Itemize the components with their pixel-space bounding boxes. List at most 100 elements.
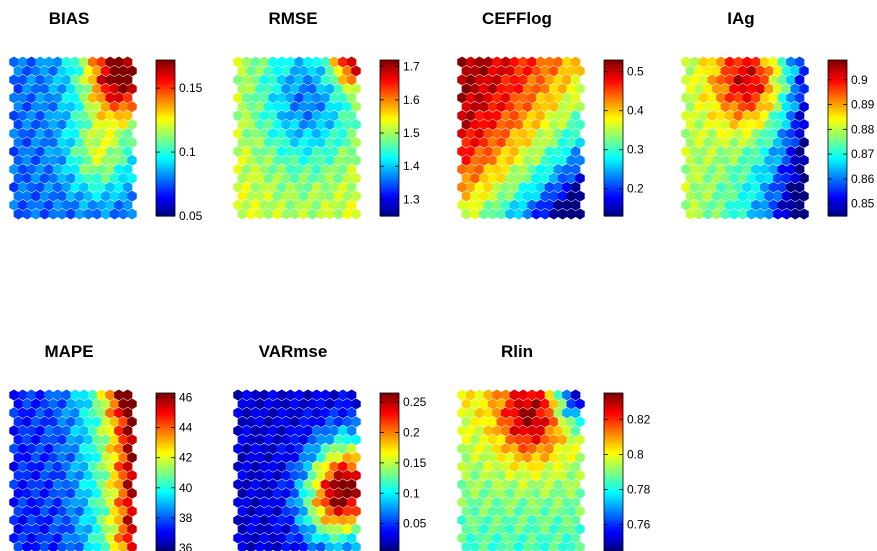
colorbar-segment [604,491,623,495]
heatmap-cell [272,452,283,464]
heatmap-cell [346,443,357,455]
heatmap-cell [276,407,287,419]
heatmap-cell [540,119,550,131]
heatmap-cell [13,398,24,410]
heatmap-cell [681,145,691,157]
heatmap-cell [738,119,748,131]
colorbar-segment [156,506,175,510]
heatmap-cell [562,181,572,193]
heatmap-cell [487,119,498,131]
heatmap-cell [303,199,313,211]
heatmap-cell [122,407,133,419]
heatmap-cell [250,199,261,211]
heatmap-cell [342,398,352,410]
heatmap-cell [316,470,326,481]
heatmap-cell [259,461,269,472]
heatmap-cell [66,505,76,517]
heatmap-cell [246,154,256,166]
heatmap-cell [474,110,485,122]
heatmap-cell [474,145,485,157]
colorbar-segment [156,111,175,115]
colorbar-segment [380,400,399,404]
heatmap-cell [557,523,568,535]
colorbar-segment [604,186,623,190]
colorbar-segment [156,108,175,112]
heatmap-cell [470,505,480,517]
colorbar-segment [828,164,847,168]
heatmap-cell [114,389,124,401]
heatmap-cell [96,496,107,508]
colorbar-segment [156,501,175,505]
colorbar-tick-label: 0.78 [627,483,651,497]
colorbar-segment [828,186,847,190]
heatmap-cell [303,532,313,544]
heatmap-cell [694,101,704,113]
heatmap-cell [48,505,59,517]
heatmap-cell [26,425,37,437]
heatmap-cell [294,443,304,455]
heatmap-cell [276,181,287,193]
heatmap-cell [61,163,72,175]
heatmap-cell [298,101,309,113]
heatmap-cell [263,434,274,446]
heatmap-cell [242,532,252,544]
heatmap-cell [39,172,50,184]
heatmap-cell [276,199,287,211]
heatmap-cell [57,398,67,410]
heatmap-cell [57,65,67,77]
colorbar-tick-label: 46 [179,391,193,405]
heatmap-cell [246,190,256,202]
heatmap-cell [316,137,326,148]
heatmap-cell [729,208,739,220]
heatmap-cell [70,92,80,104]
heatmap-cell [311,145,322,157]
heatmap-cell [22,137,32,148]
heatmap-cell [18,74,28,86]
heatmap-cell [333,208,344,220]
colorbar-segment [156,186,175,190]
heatmap-cell [233,163,243,175]
heatmap-cell [483,74,493,86]
heatmap-cell [79,181,89,193]
colorbar-segment [380,194,399,198]
heatmap-cell [720,101,731,113]
heatmap-cell [346,496,357,508]
colorbar-segment [604,412,623,416]
heatmap-cell [101,505,111,517]
heatmap-cell [562,128,572,139]
heatmap-cell [237,434,248,446]
heatmap-cell [9,496,19,508]
heatmap-cell [74,101,85,113]
colorbar-segment [156,140,175,144]
heatmap-cell [92,505,102,517]
heatmap-cell [105,532,115,544]
heatmap-cell [294,74,304,86]
heatmap-cell [246,65,256,77]
heatmap-cell [79,110,89,122]
heatmap-cell [92,101,102,113]
colorbar-segment [828,174,847,178]
heatmap-cell [118,172,128,184]
heatmap-cell [492,443,502,455]
heatmap-cell [492,532,502,544]
heatmap-cell [109,208,120,220]
heatmap-cell [268,110,278,122]
heatmap-cell [268,163,278,175]
heatmap-cell [338,199,348,211]
heatmap-cell [474,407,485,419]
heatmap-cell [35,425,45,437]
heatmap-cell [764,154,774,166]
heatmap-cell [509,92,520,104]
heatmap-cell [509,389,520,401]
heatmap-cell [109,154,120,166]
heatmap-cell [509,532,520,544]
heatmap-cell [514,541,524,551]
heatmap-cell [285,461,296,472]
heatmap-cell [39,65,50,77]
heatmap-cell [351,452,361,464]
heatmap-cell [259,199,269,211]
colorbar-segment [380,181,399,185]
heatmap-cell [531,452,542,464]
heatmap-cell [52,461,63,472]
colorbar-segment [156,196,175,200]
